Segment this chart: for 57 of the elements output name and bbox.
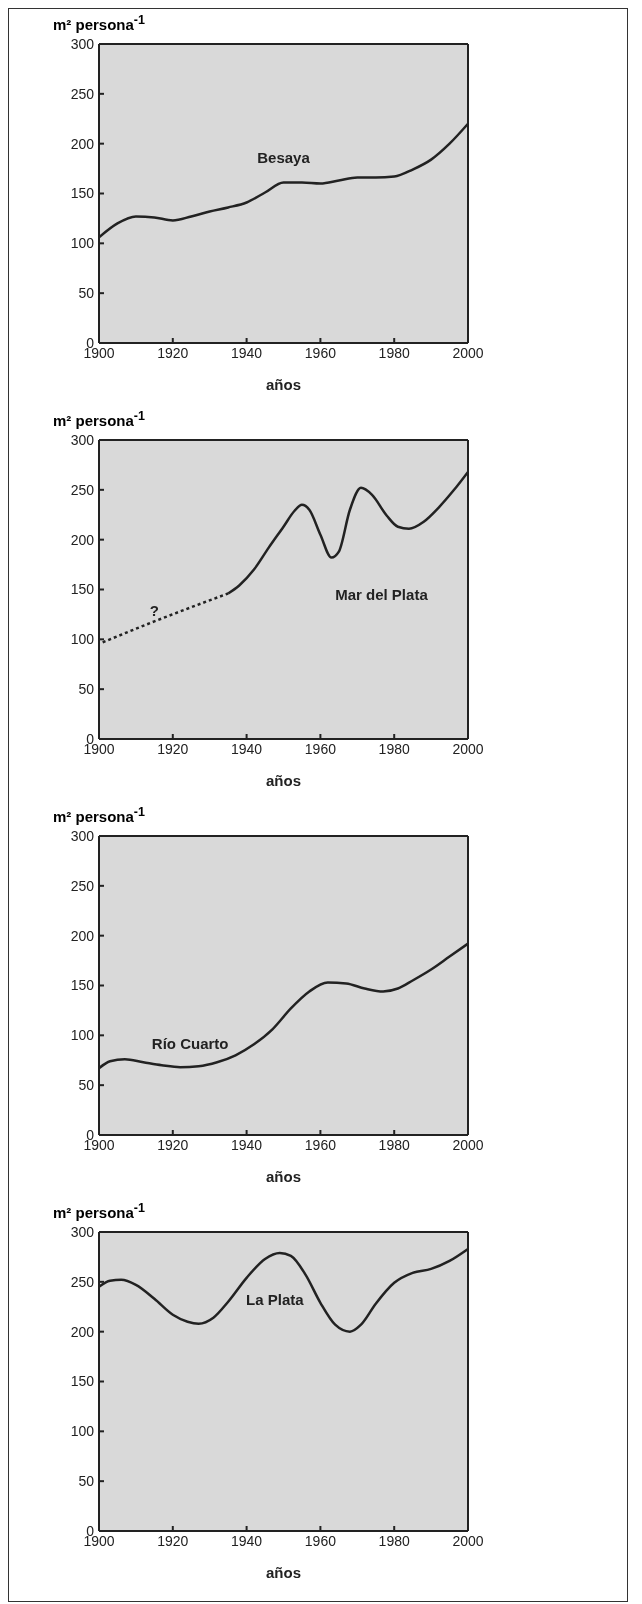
y-tick-label: 300 — [70, 35, 95, 52]
y-tick-label: 50 — [78, 1473, 95, 1490]
x-tick-label: 1980 — [378, 344, 410, 361]
y-tick-label: 150 — [70, 185, 95, 202]
x-tick-label: 2000 — [452, 740, 484, 757]
y-tick-label: 300 — [70, 431, 95, 448]
x-tick-label: 1920 — [157, 1532, 189, 1549]
y-tick-label: 100 — [70, 1423, 95, 1440]
y-tick-label: 300 — [70, 1223, 95, 1240]
y-tick-label: 150 — [70, 1373, 95, 1390]
x-axis-title: años — [265, 1564, 302, 1581]
y-tick-label: 100 — [70, 1027, 95, 1044]
y-axis-title: m² persona$^{-1}$ — [53, 805, 146, 827]
x-axis-title: años — [265, 376, 302, 393]
x-tick-label: 1920 — [157, 1136, 189, 1153]
x-tick-label: 1980 — [378, 740, 410, 757]
y-tick-label: 250 — [70, 481, 95, 498]
y-tick-label: 50 — [78, 1077, 95, 1094]
y-tick-label: 200 — [70, 1323, 95, 1340]
x-tick-label: 1940 — [231, 740, 263, 757]
y-tick-label: 200 — [70, 135, 95, 152]
x-tick-label: 1960 — [304, 740, 337, 757]
x-tick-label: 1940 — [231, 344, 263, 361]
y-tick-label: 250 — [70, 85, 95, 102]
y-tick-label: 200 — [70, 531, 95, 548]
x-tick-label: 1940 — [231, 1532, 263, 1549]
x-tick-label: 1960 — [304, 1136, 337, 1153]
series-label: La Plata — [246, 1290, 305, 1308]
y-axis-title: m² persona$^{-1}$ — [53, 13, 146, 35]
x-tick-label: 1940 — [231, 1136, 263, 1153]
y-tick-label: 50 — [78, 285, 95, 302]
y-tick-label: 150 — [70, 977, 95, 994]
y-axis-title: m² persona$^{-1}$ — [53, 409, 146, 431]
x-tick-label: 2000 — [452, 344, 484, 361]
x-tick-label: 1920 — [157, 740, 189, 757]
series-label: Río Cuarto — [151, 1035, 229, 1053]
y-tick-label: 100 — [70, 235, 95, 252]
y-tick-label: 300 — [70, 827, 95, 844]
x-axis-title: años — [265, 1168, 302, 1185]
x-tick-label: 2000 — [452, 1532, 484, 1549]
x-tick-label: 1920 — [157, 344, 189, 361]
y-tick-label: 50 — [78, 681, 95, 698]
x-axis-title: años — [265, 772, 302, 789]
x-tick-label: 1980 — [378, 1532, 410, 1549]
annotation: ? — [149, 602, 159, 620]
y-tick-label: 250 — [70, 877, 95, 894]
x-tick-label: 1980 — [378, 1136, 410, 1153]
y-tick-label: 150 — [70, 581, 95, 598]
y-tick-label: 100 — [70, 631, 95, 648]
y-tick-label: 250 — [70, 1273, 95, 1290]
x-tick-label: 1960 — [304, 344, 337, 361]
series-label: Besaya — [257, 148, 311, 166]
x-tick-label: 2000 — [452, 1136, 484, 1153]
series-label: Mar del Plata — [335, 585, 429, 603]
x-tick-label: 1960 — [304, 1532, 337, 1549]
y-axis-title: m² persona$^{-1}$ — [53, 1201, 146, 1223]
y-tick-label: 200 — [70, 927, 95, 944]
